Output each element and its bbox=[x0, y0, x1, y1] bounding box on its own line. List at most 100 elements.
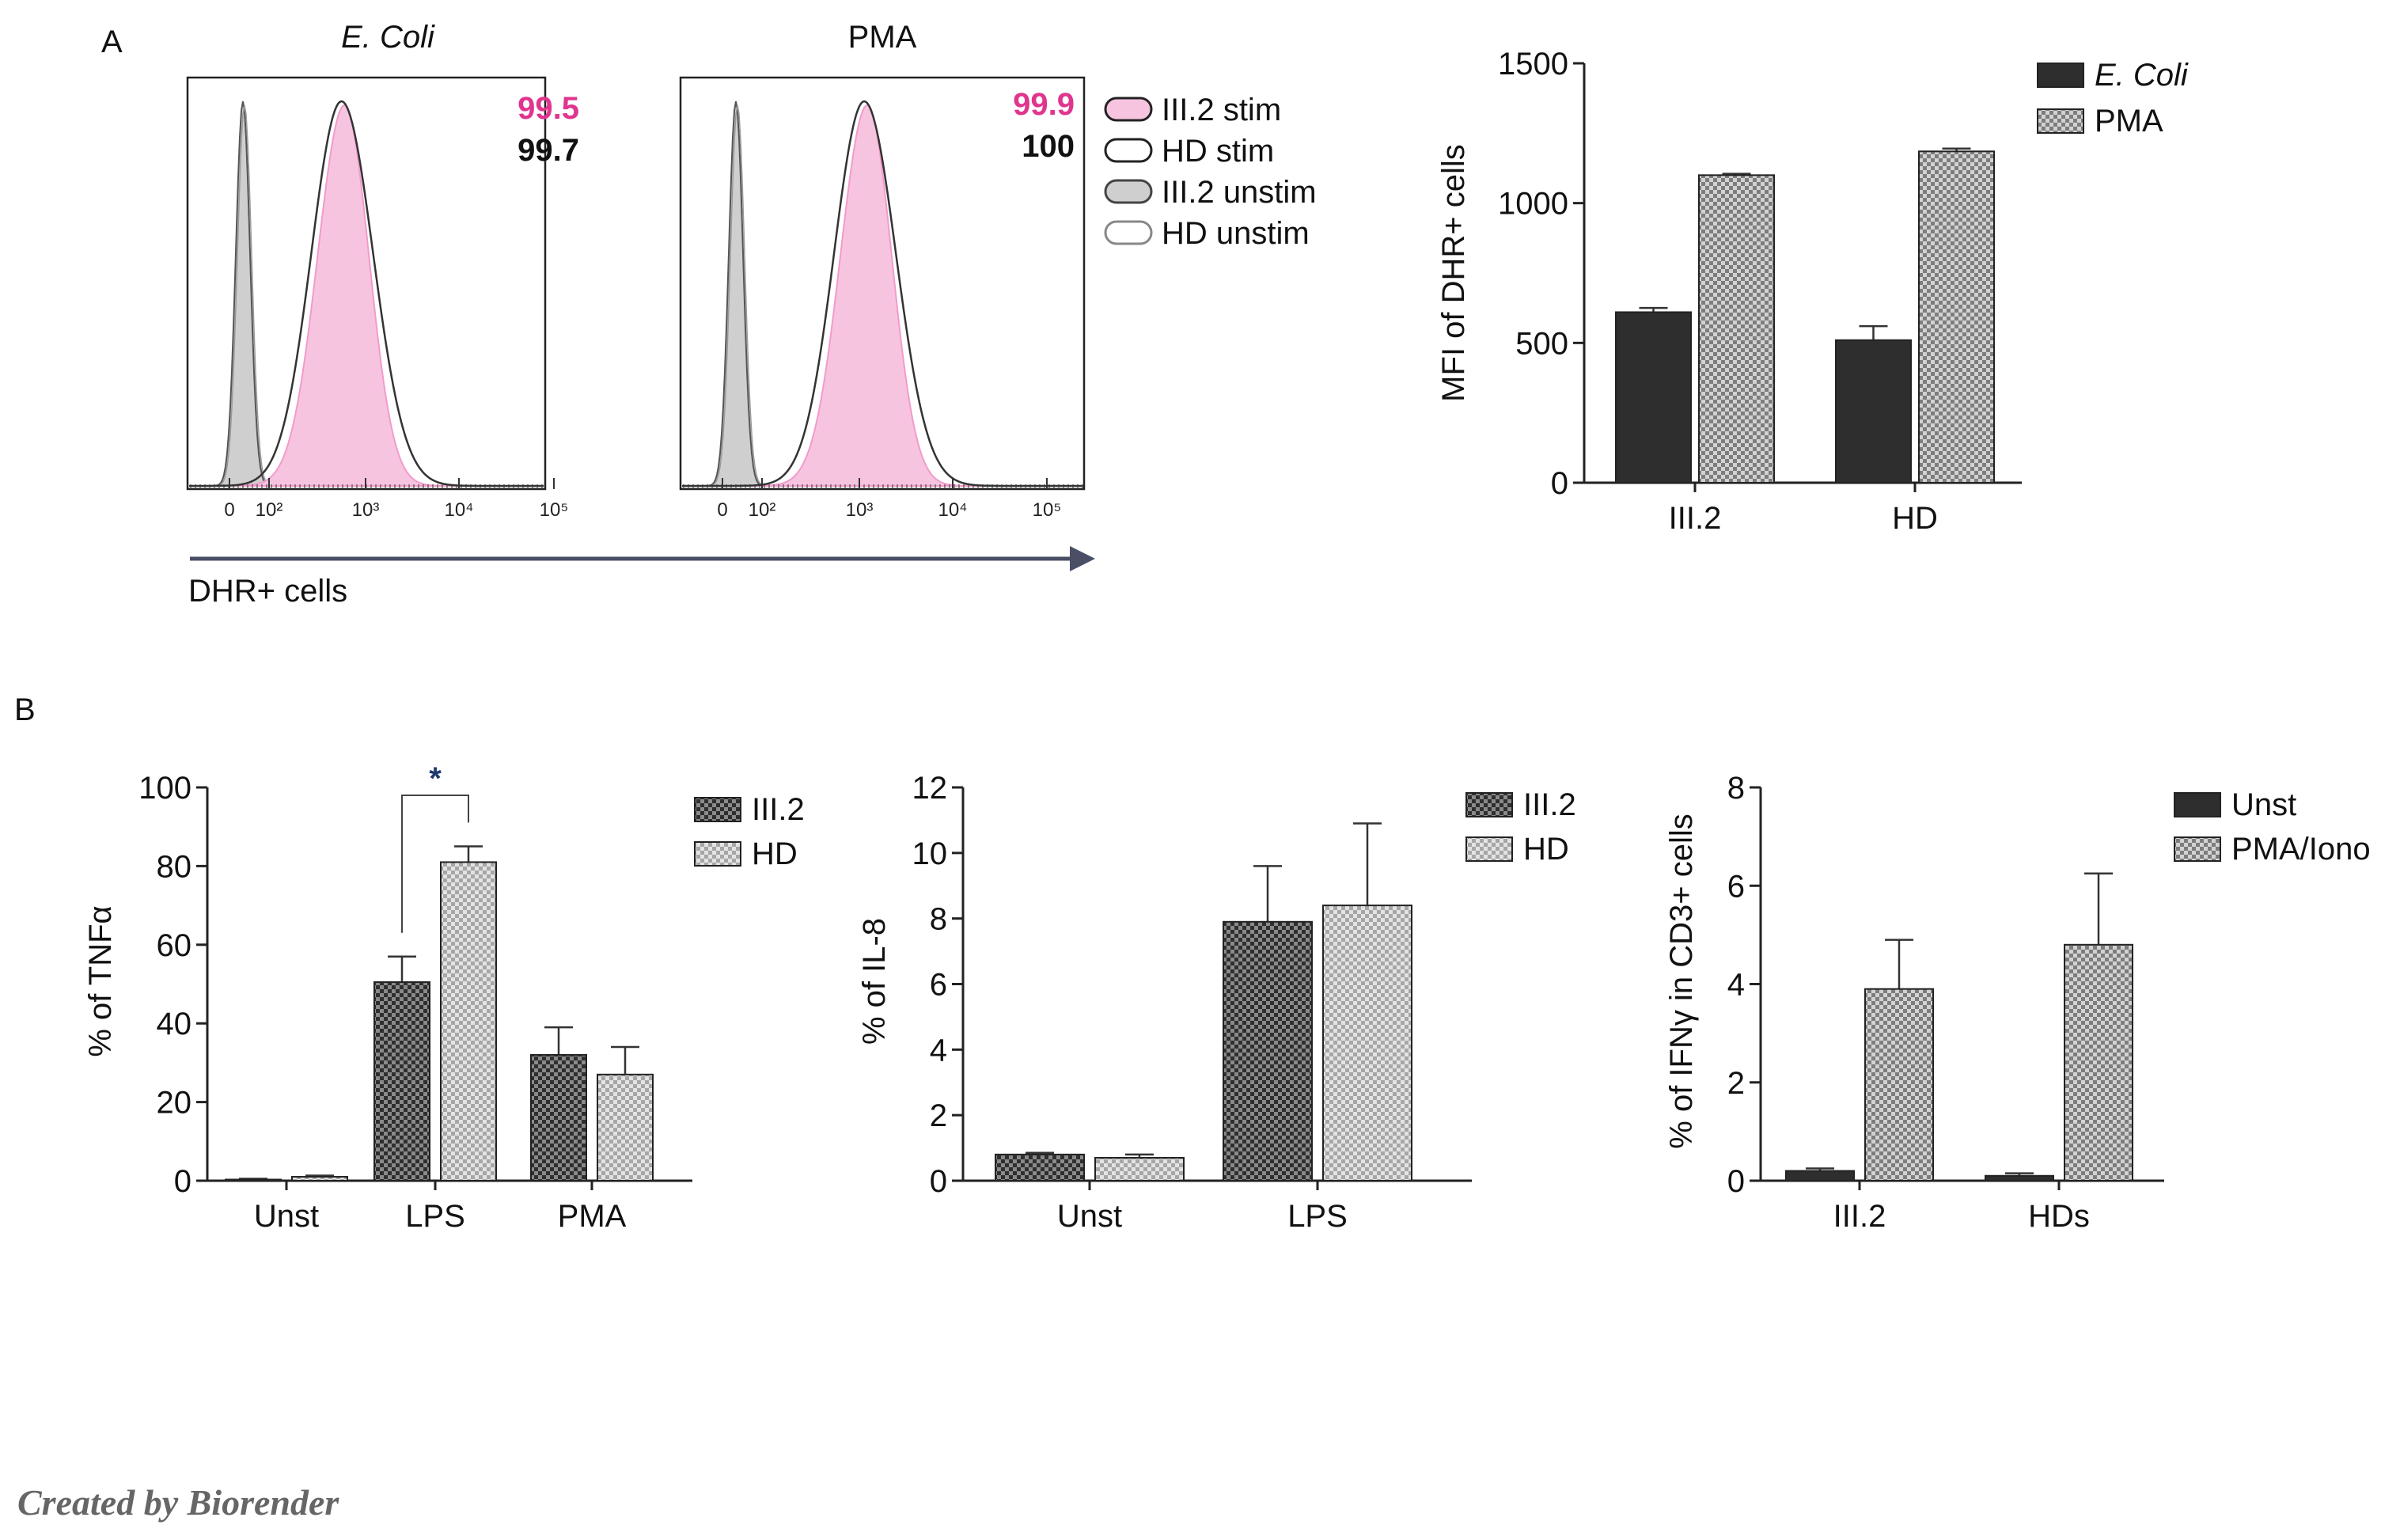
x-tick-label: LPS bbox=[1287, 1199, 1348, 1234]
legend-swatch bbox=[2037, 63, 2084, 88]
tick-label: 0 bbox=[224, 499, 234, 521]
x-tick-label: Unst bbox=[254, 1199, 319, 1234]
legend-swatch bbox=[2037, 108, 2084, 134]
histogram-title: PMA bbox=[848, 20, 917, 55]
x-tick-label: PMA bbox=[558, 1199, 627, 1234]
x-tick-label: Unst bbox=[1057, 1199, 1122, 1234]
significance-bracket bbox=[401, 794, 469, 933]
tick-label: 10² bbox=[256, 499, 283, 521]
tick-label: 0 bbox=[717, 499, 727, 521]
bar-e-coli bbox=[1835, 339, 1912, 484]
legend-swatch-pink bbox=[1104, 97, 1153, 122]
histogram-title: E. Coli bbox=[341, 20, 435, 55]
legend-item-hd-stim: HD stim bbox=[1104, 134, 1274, 169]
legend-label: HD bbox=[752, 836, 798, 871]
x-tick-label: III.2 bbox=[1833, 1199, 1886, 1234]
legend-swatch bbox=[1465, 792, 1513, 817]
bar-iii-2 bbox=[530, 1053, 587, 1182]
legend-swatch bbox=[2174, 836, 2221, 862]
significance-star: * bbox=[429, 761, 442, 796]
legend-swatch-light-outline bbox=[1104, 220, 1153, 245]
y-tick-label: 6 bbox=[1727, 869, 1745, 904]
bar-chart-ifn: 0 2 4 6 8 % of IFNγ in CD3+ cells III.2 HDs Unst… bbox=[1664, 771, 2371, 1234]
bar-hd bbox=[291, 1176, 348, 1182]
dhr-axis-arrowhead bbox=[1070, 546, 1095, 571]
legend-swatch bbox=[1465, 836, 1513, 862]
histogram-frame bbox=[679, 76, 1086, 491]
bar-iii-2 bbox=[1223, 920, 1313, 1182]
legend-swatch-black-outline bbox=[1104, 138, 1153, 163]
bar-unst bbox=[1785, 1170, 1855, 1182]
dhr-axis-label: DHR+ cells bbox=[188, 574, 347, 609]
legend-label: III.2 unstim bbox=[1162, 175, 1317, 210]
percent-stim-iii2: 99.9 bbox=[1013, 87, 1075, 122]
y-tick-label: 100 bbox=[138, 771, 191, 806]
bar-pma-iono bbox=[1864, 988, 1934, 1182]
y-tick-label: 20 bbox=[157, 1086, 192, 1121]
y-axis-label: MFI of DHR+ cells bbox=[1436, 144, 1471, 402]
legend-label: III.2 bbox=[752, 792, 805, 827]
legend-label: Unst bbox=[2231, 787, 2296, 822]
legend-label: PMA/Iono bbox=[2231, 832, 2371, 867]
histogram-ecoli: E. Coli 99.5 99.7 0 10² 10³ 10⁴ 10⁵ bbox=[186, 20, 579, 521]
legend-item-iii2-unstim: III.2 unstim bbox=[1104, 175, 1317, 210]
tick-label: 10⁵ bbox=[540, 499, 569, 521]
y-axis-label: % of IL-8 bbox=[857, 918, 892, 1045]
histogram-pma: PMA 99.9 100 0 10² 10³ 10⁴ 10⁵ bbox=[679, 20, 1086, 521]
legend-swatch bbox=[694, 841, 741, 867]
bar-hd bbox=[440, 861, 497, 1182]
bar-chart-il8: 0 2 4 6 8 10 12 % of IL-8 Unst LPS III.2 HD bbox=[857, 771, 1576, 1234]
tick-label: 10⁴ bbox=[938, 499, 967, 521]
legend-label: HD bbox=[1523, 832, 1569, 867]
legend-label: HD unstim bbox=[1162, 216, 1310, 251]
footer-credit: Created by Biorender bbox=[17, 1482, 339, 1523]
y-tick-label: 8 bbox=[930, 902, 947, 937]
tick-label: 10² bbox=[749, 499, 776, 521]
panel-label-b: B bbox=[14, 692, 36, 727]
bar-hd bbox=[1322, 905, 1412, 1182]
legend-label: E. Coli bbox=[2095, 58, 2189, 93]
percent-stim-hd: 100 bbox=[1022, 129, 1075, 164]
legend-item-iii2-stim: III.2 stim bbox=[1104, 93, 1281, 127]
y-axis-label: % of IFNγ in CD3+ cells bbox=[1664, 814, 1699, 1148]
x-tick-label: III.2 bbox=[1669, 501, 1722, 536]
bar-pma bbox=[1698, 174, 1775, 484]
x-tick-label: HDs bbox=[2028, 1199, 2090, 1234]
bar-chart-tnf: 0 20 40 60 80 100 % of TNFα Unst LPS PMA III.2 HD * bbox=[83, 761, 805, 1234]
bar-chart-mfi: 0 500 1000 1500 MFI of DHR+ cells III.2 HD E. C… bbox=[1436, 47, 2189, 536]
legend-label: HD stim bbox=[1162, 134, 1274, 169]
legend-label: III.2 bbox=[1523, 787, 1576, 822]
legend-label: III.2 stim bbox=[1162, 93, 1281, 127]
panel-label-a: A bbox=[101, 25, 123, 59]
histogram-legend: III.2 stim HD stim III.2 unstim HD unsti… bbox=[1104, 93, 1317, 251]
bar-unst bbox=[1985, 1174, 2054, 1182]
stim-histogram-hd bbox=[189, 100, 544, 487]
bar-pma-iono bbox=[2064, 943, 2133, 1182]
y-tick-label: 60 bbox=[157, 928, 192, 963]
x-tick-label: LPS bbox=[405, 1199, 465, 1234]
bar-iii-2 bbox=[373, 981, 430, 1182]
legend-swatch bbox=[694, 797, 741, 822]
y-tick-label: 10 bbox=[912, 836, 948, 871]
y-tick-label: 0 bbox=[930, 1164, 947, 1199]
y-tick-label: 0 bbox=[1727, 1164, 1745, 1199]
percent-stim-iii2: 99.5 bbox=[518, 91, 579, 126]
legend-swatch bbox=[2174, 792, 2221, 817]
bar-pma bbox=[1918, 150, 1995, 484]
y-tick-label: 4 bbox=[930, 1033, 947, 1068]
bar-iii-2 bbox=[225, 1178, 282, 1182]
y-tick-label: 1000 bbox=[1498, 187, 1568, 222]
y-tick-label: 4 bbox=[1727, 968, 1745, 1003]
percent-stim-hd: 99.7 bbox=[518, 133, 579, 168]
tick-label: 10³ bbox=[846, 499, 874, 521]
legend-swatch-gray bbox=[1104, 179, 1153, 204]
bar-hd bbox=[1094, 1157, 1185, 1182]
y-tick-label: 8 bbox=[1727, 771, 1745, 806]
y-axis-label: % of TNFα bbox=[83, 905, 118, 1056]
tick-label: 10⁴ bbox=[444, 499, 473, 521]
bar-iii-2 bbox=[995, 1153, 1085, 1182]
bar-hd bbox=[597, 1073, 654, 1182]
y-tick-label: 0 bbox=[174, 1164, 191, 1199]
legend-item-hd-unstim: HD unstim bbox=[1104, 216, 1310, 251]
